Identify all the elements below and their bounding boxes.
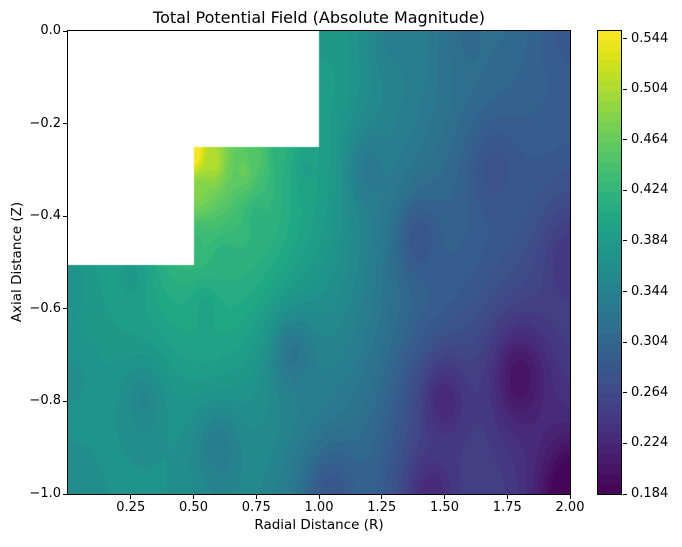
y-tick-mark (63, 400, 67, 402)
x-tick-label: 1.75 (492, 500, 522, 515)
colorbar-tick-mark (623, 38, 627, 40)
x-tick-mark (255, 495, 257, 499)
x-tick-mark (444, 495, 445, 499)
x-tick-label: 0.50 (179, 500, 208, 515)
chart-title: Total Potential Field (Absolute Magnitud… (153, 8, 485, 27)
x-tick-mark (318, 495, 320, 499)
colorbar-tick-label: 0.464 (631, 131, 669, 147)
y-tick-mark (63, 308, 67, 310)
y-tick-mark (63, 123, 67, 125)
colorbar-tick-mark (623, 442, 627, 444)
y-tick-label: −0.4 (29, 208, 61, 224)
colorbar-tick-label: 0.504 (631, 81, 669, 97)
colorbar-tick-label: 0.224 (631, 435, 669, 451)
colorbar-tick-mark (623, 291, 627, 293)
colorbar-tick-label: 0.424 (631, 182, 669, 198)
colorbar-gradient-canvas (598, 31, 621, 494)
colorbar-tick-mark (623, 139, 627, 141)
y-tick-mark (63, 30, 67, 32)
colorbar-tick-mark (623, 341, 627, 343)
x-tick-mark (130, 495, 132, 499)
plot-area (67, 30, 571, 495)
x-axis-label: Radial Distance (R) (254, 517, 384, 533)
colorbar-tick-label: 0.344 (631, 283, 669, 299)
y-tick-label: −0.2 (29, 115, 61, 131)
y-tick-label: 0.0 (40, 23, 61, 38)
colorbar-tick-label: 0.264 (631, 384, 669, 400)
colorbar-tick-label: 0.304 (631, 334, 669, 350)
y-tick-label: −0.6 (29, 300, 61, 316)
colorbar (597, 30, 622, 495)
x-tick-label: 1.25 (367, 500, 397, 515)
x-tick-mark (193, 495, 194, 499)
y-tick-label: −1.0 (29, 486, 61, 501)
colorbar-tick-mark (623, 392, 627, 394)
colorbar-tick-mark (623, 240, 627, 242)
y-tick-label: −0.8 (29, 393, 61, 409)
colorbar-tick-mark (623, 88, 627, 90)
x-tick-label: 0.75 (241, 500, 271, 515)
colorbar-tick-label: 0.184 (631, 486, 669, 501)
colorbar-tick-label: 0.384 (631, 232, 669, 248)
x-tick-mark (381, 495, 383, 499)
y-tick-mark (63, 215, 67, 217)
colorbar-tick-label: 0.544 (631, 30, 669, 46)
x-tick-label: 1.00 (304, 500, 334, 515)
colorbar-tick-mark (623, 493, 627, 495)
x-tick-label: 2.00 (555, 500, 585, 515)
x-tick-mark (506, 495, 508, 499)
x-tick-label: 1.50 (430, 500, 459, 515)
x-tick-label: 0.25 (116, 500, 146, 515)
contour-field-canvas (68, 31, 570, 494)
x-tick-mark (569, 495, 571, 499)
y-tick-mark (63, 493, 67, 495)
colorbar-tick-mark (623, 189, 627, 191)
